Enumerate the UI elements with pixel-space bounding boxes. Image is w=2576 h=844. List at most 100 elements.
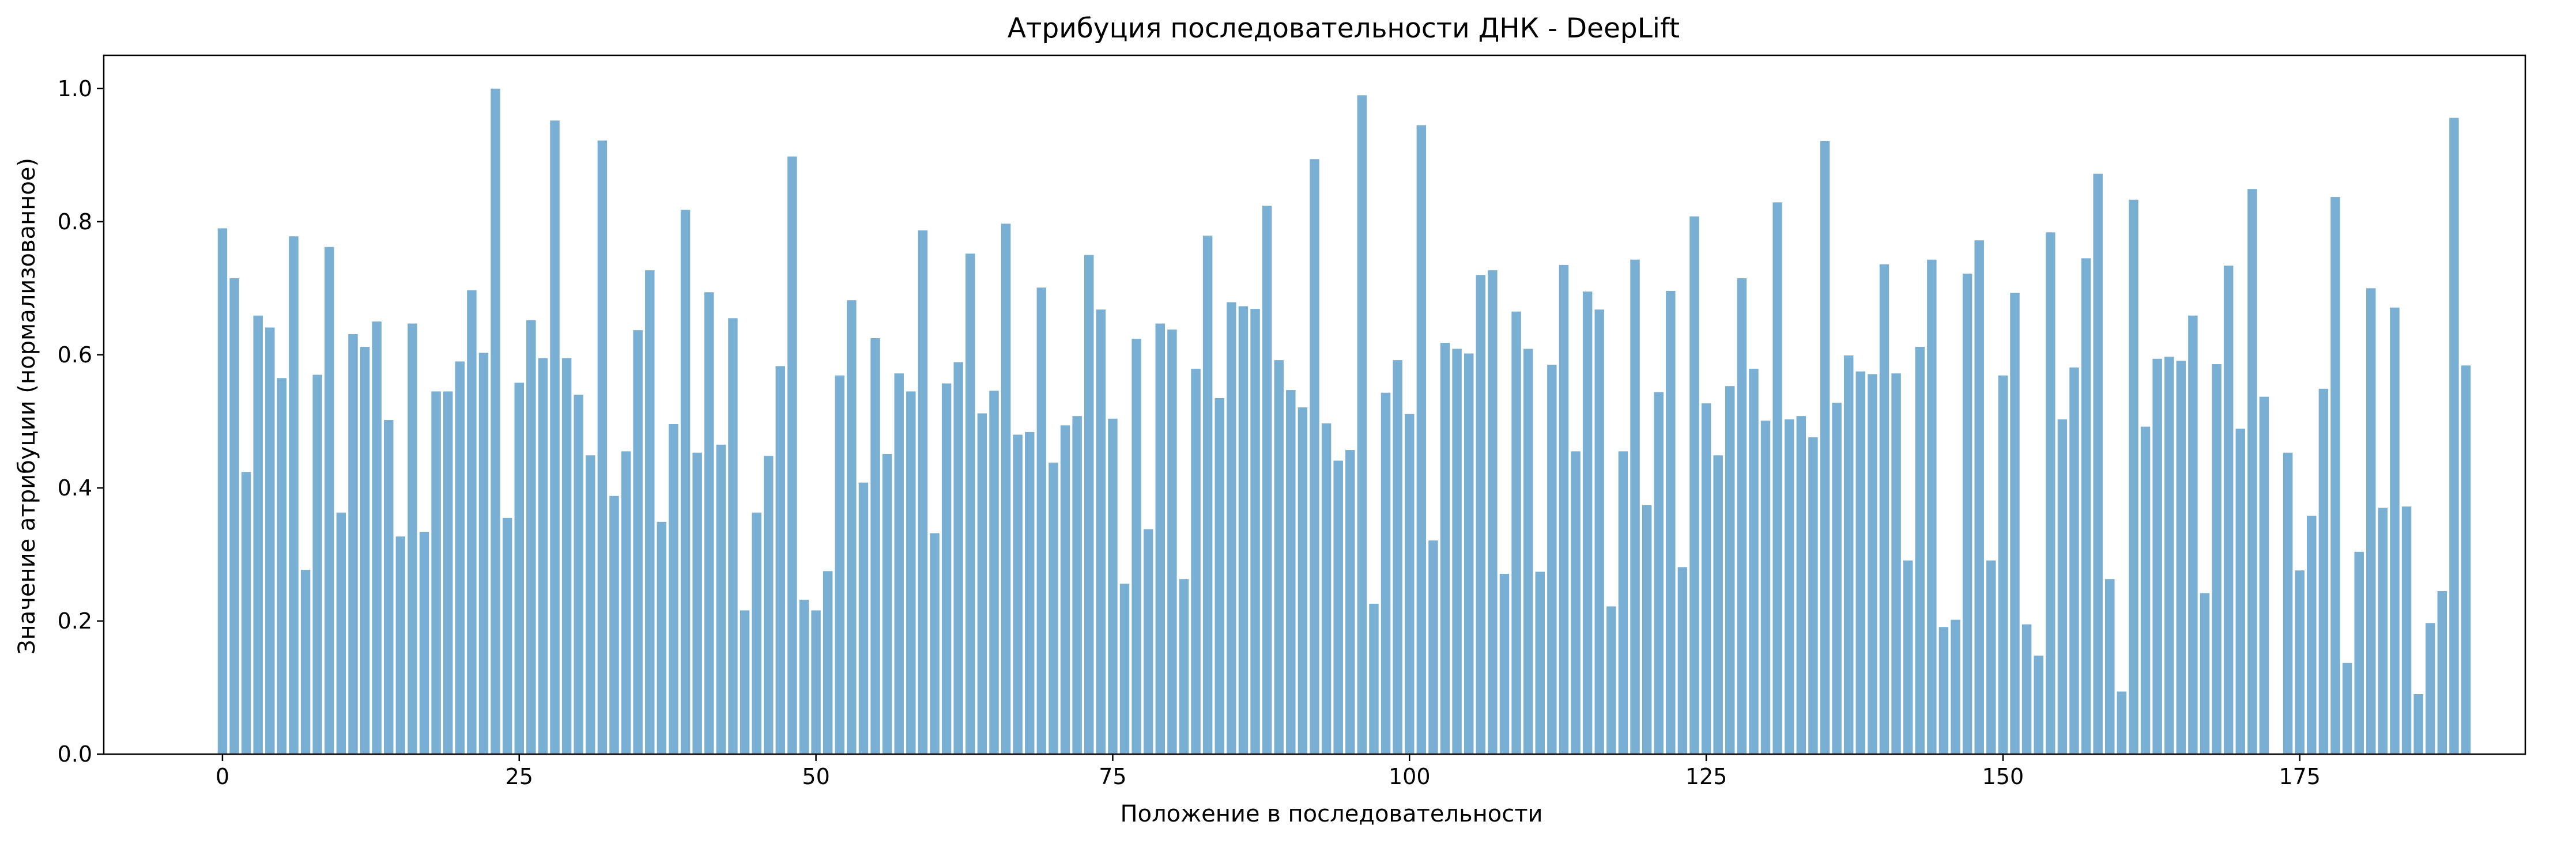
x-axis-ticks: 0 25 50 75 100 125 150 175 xyxy=(216,754,2321,789)
bar xyxy=(1630,259,1640,754)
bar xyxy=(253,315,263,754)
bar xyxy=(2010,293,2020,754)
bar xyxy=(1784,419,1794,754)
bar xyxy=(1476,275,1486,755)
bar xyxy=(704,292,714,754)
bar xyxy=(2413,694,2423,754)
bar xyxy=(478,353,489,754)
bar xyxy=(2129,199,2139,754)
bar xyxy=(728,318,738,754)
bar xyxy=(2176,361,2186,754)
bar xyxy=(325,247,334,755)
bar xyxy=(2034,656,2043,754)
bar xyxy=(408,323,417,754)
bar xyxy=(443,391,453,754)
bar xyxy=(657,521,667,754)
bar xyxy=(2390,307,2400,754)
bar xyxy=(1772,202,1782,754)
bar xyxy=(2342,663,2352,754)
bar xyxy=(609,495,619,754)
bar xyxy=(1938,627,1949,754)
bar xyxy=(1547,365,1557,754)
bar xyxy=(740,610,750,754)
bar xyxy=(1642,505,1652,754)
bar xyxy=(1618,451,1628,754)
bar xyxy=(1951,619,1960,754)
bar xyxy=(1855,371,1866,754)
bar xyxy=(586,455,595,754)
bar xyxy=(2354,551,2364,754)
bar xyxy=(787,156,797,755)
bar xyxy=(1310,159,1319,755)
x-tick-label: 75 xyxy=(1099,764,1126,789)
x-tick-label: 50 xyxy=(802,764,829,789)
bar xyxy=(1927,259,1937,754)
bar xyxy=(372,321,382,754)
bar xyxy=(2212,364,2222,754)
x-tick-label: 125 xyxy=(1685,764,1728,789)
bar xyxy=(1843,355,1854,754)
bar xyxy=(384,420,394,754)
bar xyxy=(2069,367,2079,754)
bar xyxy=(1820,141,1830,754)
bar xyxy=(312,374,322,754)
bar xyxy=(229,278,239,754)
x-tick-label: 175 xyxy=(2279,764,2321,789)
bar xyxy=(894,373,904,754)
bar xyxy=(1689,216,1699,754)
bar xyxy=(1891,373,1901,754)
bar xyxy=(1036,287,1047,754)
bar xyxy=(763,456,774,754)
bar xyxy=(1903,560,1913,754)
bar xyxy=(300,570,311,754)
y-tick-label: 1.0 xyxy=(58,76,92,101)
bar xyxy=(1321,423,1332,754)
bar xyxy=(597,140,608,754)
bar xyxy=(1345,450,1355,754)
bar xyxy=(1096,309,1106,754)
bar xyxy=(467,290,477,754)
y-axis-ticks: 0.0 0.2 0.4 0.6 0.8 1.0 xyxy=(58,76,104,767)
bar xyxy=(1202,236,1213,754)
bar xyxy=(2426,623,2435,754)
bar xyxy=(514,383,524,754)
bar xyxy=(1571,451,1581,754)
bar xyxy=(1796,416,1806,754)
bar xyxy=(645,270,655,754)
bar xyxy=(1119,584,1130,754)
bar xyxy=(348,334,358,754)
bar xyxy=(455,361,465,754)
bar xyxy=(669,424,678,754)
bar xyxy=(1499,573,1510,754)
bar xyxy=(526,320,536,754)
x-tick-label: 25 xyxy=(506,764,533,789)
bar xyxy=(930,533,940,754)
bar xyxy=(2117,691,2127,754)
bar xyxy=(1048,463,1058,754)
bar xyxy=(1677,567,1688,754)
bar xyxy=(2401,506,2412,754)
bar xyxy=(2295,570,2305,754)
bar xyxy=(823,571,833,754)
bar xyxy=(2449,118,2459,755)
bar xyxy=(2223,266,2234,754)
bar xyxy=(2318,388,2329,754)
y-tick-label: 0.6 xyxy=(58,342,92,368)
bar xyxy=(906,391,916,754)
bar xyxy=(1072,416,1082,754)
bar xyxy=(1274,360,1284,754)
bar xyxy=(395,536,406,754)
bar xyxy=(2152,358,2162,754)
bar xyxy=(1381,392,1391,754)
y-tick-label: 0.4 xyxy=(58,475,92,501)
bar xyxy=(1559,264,1569,754)
bar xyxy=(1001,224,1011,754)
bar xyxy=(1974,240,1984,754)
bar xyxy=(2283,452,2293,754)
bar xyxy=(1393,360,1402,754)
bar xyxy=(2437,591,2447,754)
bar xyxy=(1167,329,1177,754)
bar xyxy=(1013,434,1023,754)
bar xyxy=(799,599,809,754)
bar xyxy=(1060,425,1070,754)
